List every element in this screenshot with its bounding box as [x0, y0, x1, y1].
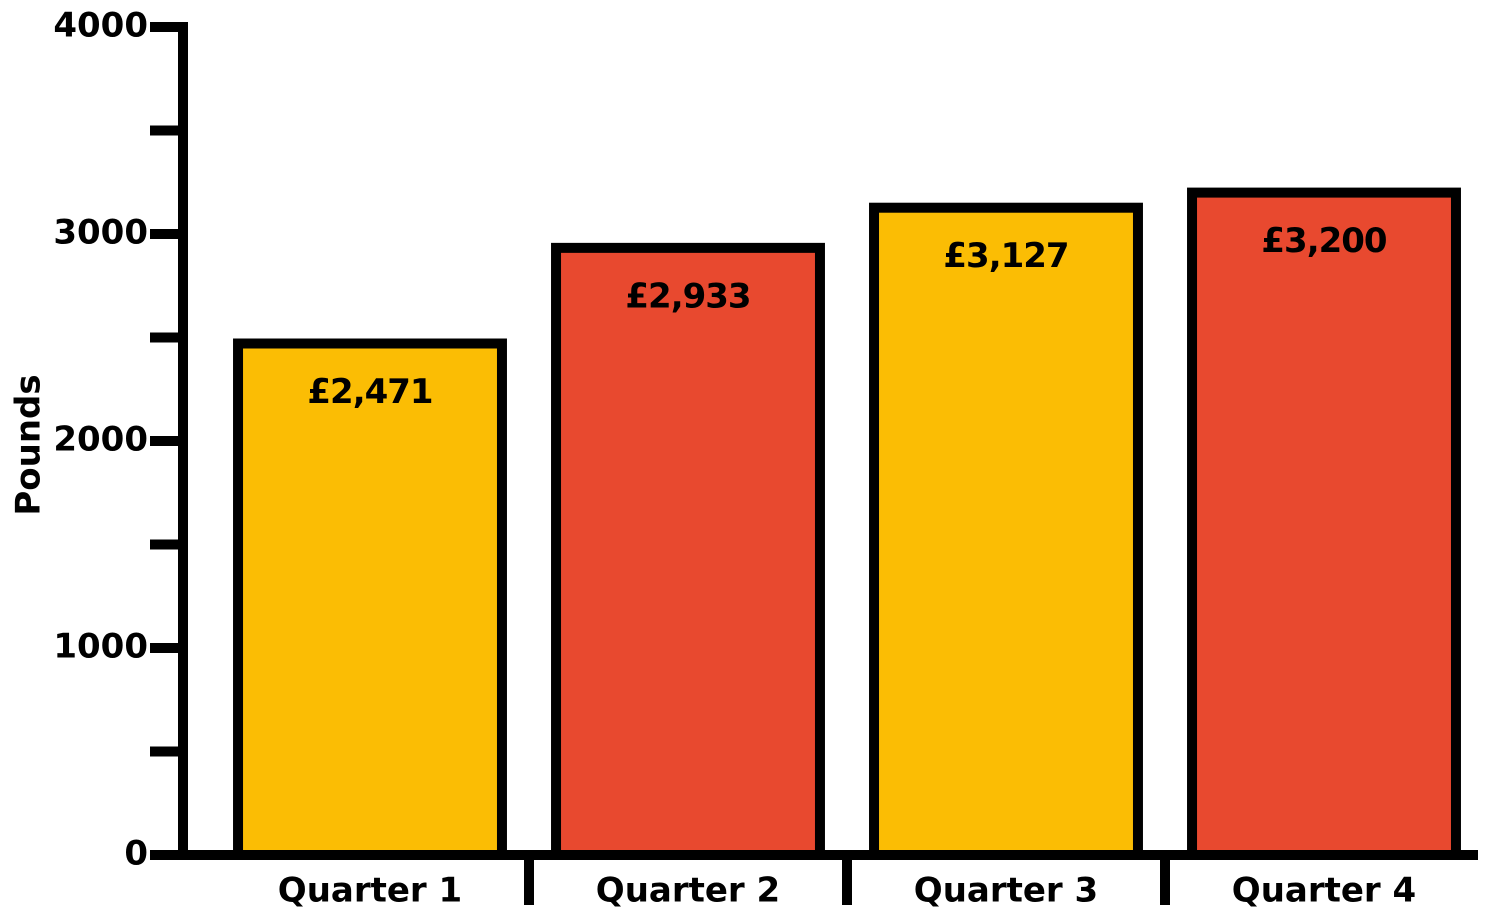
bar: [869, 202, 1143, 860]
y-tick-label: 1000: [53, 627, 148, 667]
bar: [551, 242, 825, 860]
y-axis-label: Pounds: [9, 374, 49, 515]
y-tick-label: 4000: [53, 6, 148, 46]
bar: [1187, 187, 1461, 861]
value-label: £2,933: [625, 276, 750, 316]
x-tick-label: Quarter 4: [1232, 871, 1416, 911]
x-tick-label: Quarter 2: [596, 871, 780, 911]
value-label: £2,471: [307, 372, 432, 412]
bar: [233, 338, 507, 860]
y-tick-label: 2000: [53, 420, 148, 460]
y-tick-label: 3000: [53, 213, 148, 253]
value-label: £3,127: [943, 236, 1068, 276]
x-tick-label: Quarter 1: [278, 871, 462, 911]
y-tick-label: 0: [124, 834, 148, 874]
x-tick-label: Quarter 3: [914, 871, 1098, 911]
value-label: £3,200: [1261, 221, 1387, 261]
